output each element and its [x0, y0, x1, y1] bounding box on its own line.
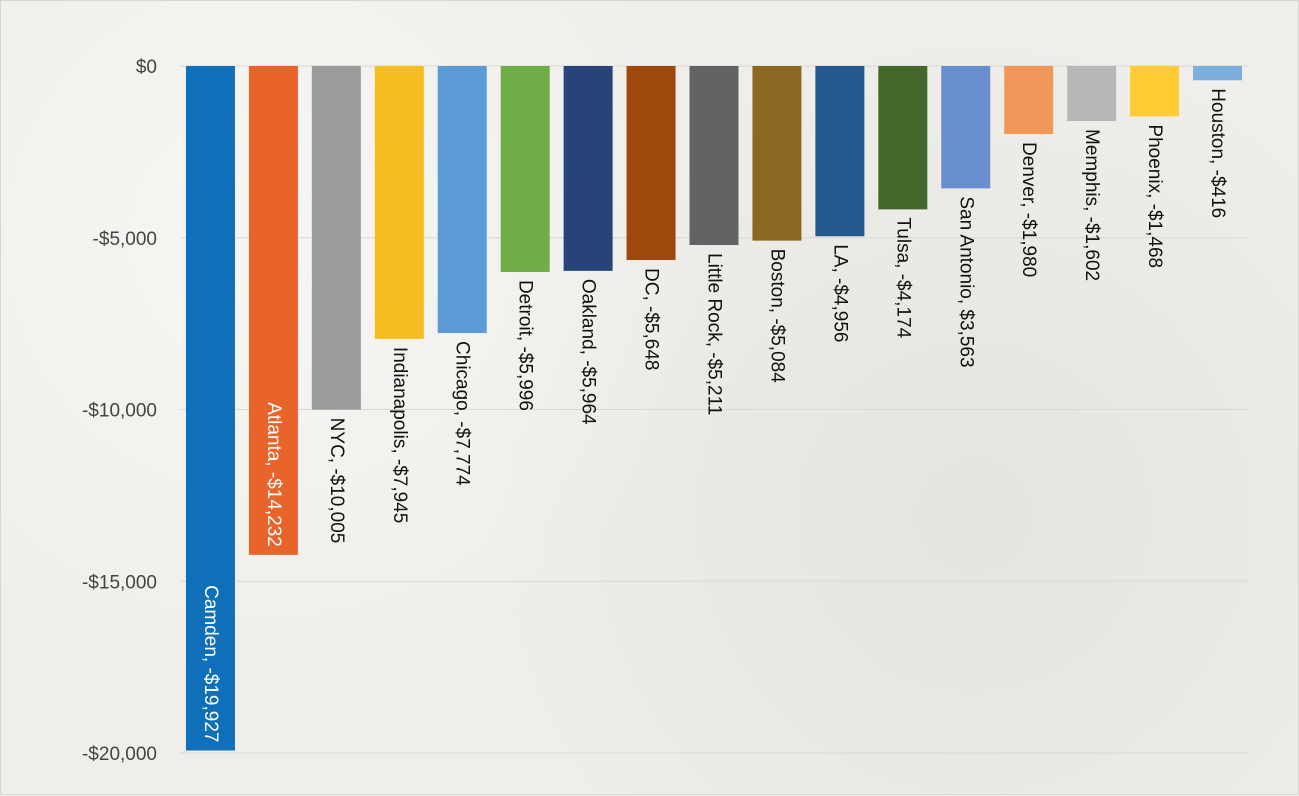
y-tick-label: $0 — [136, 57, 157, 78]
data-label: Little Rock, -$5,211 — [704, 253, 725, 415]
bar — [626, 66, 676, 261]
data-label: NYC, -$10,005 — [326, 418, 347, 544]
bar — [752, 66, 802, 241]
bar — [815, 66, 865, 237]
data-label: San Antonio, $3,563 — [955, 196, 976, 367]
data-label: Oakland, -$5,964 — [578, 279, 599, 425]
data-label: Denver, -$1,980 — [1018, 142, 1039, 277]
bar — [248, 66, 298, 555]
bar — [185, 66, 235, 751]
data-label: Atlanta, -$14,232 — [263, 402, 284, 547]
data-label: Houston, -$416 — [1207, 88, 1228, 218]
bar — [1193, 66, 1243, 81]
data-label: Phoenix, -$1,468 — [1144, 124, 1165, 268]
data-label: Detroit, -$5,996 — [515, 280, 536, 411]
data-label: Indianapolis, -$7,945 — [389, 347, 410, 523]
bar — [941, 66, 991, 189]
y-tick-label: -$20,000 — [82, 744, 157, 765]
bar — [1067, 66, 1117, 122]
bar — [437, 66, 487, 334]
y-tick-label: -$10,000 — [82, 401, 157, 422]
data-label: Boston, -$5,084 — [766, 249, 787, 384]
bar — [563, 66, 613, 271]
bar — [1130, 66, 1180, 117]
bar — [878, 66, 928, 210]
data-label: DC, -$5,648 — [641, 268, 662, 370]
data-label: Memphis, -$1,602 — [1081, 129, 1102, 281]
data-labels: Camden, -$19,927 Atlanta, -$14,232 NYC, -$… — [200, 88, 1228, 742]
y-axis-ticks: $0 -$5,000 -$10,000 -$15,000 -$20,000 — [82, 57, 157, 765]
bar — [311, 66, 361, 410]
bar — [374, 66, 424, 339]
data-label: Tulsa, -$4,174 — [892, 217, 913, 338]
bars — [185, 66, 1243, 751]
data-label: LA, -$4,956 — [829, 244, 850, 342]
bar — [689, 66, 739, 245]
y-tick-label: -$5,000 — [93, 229, 157, 250]
y-tick-label: -$15,000 — [82, 572, 157, 593]
data-label: Camden, -$19,927 — [200, 585, 221, 742]
bar — [1004, 66, 1054, 135]
bar — [500, 66, 550, 272]
data-label: Chicago, -$7,774 — [452, 341, 473, 486]
